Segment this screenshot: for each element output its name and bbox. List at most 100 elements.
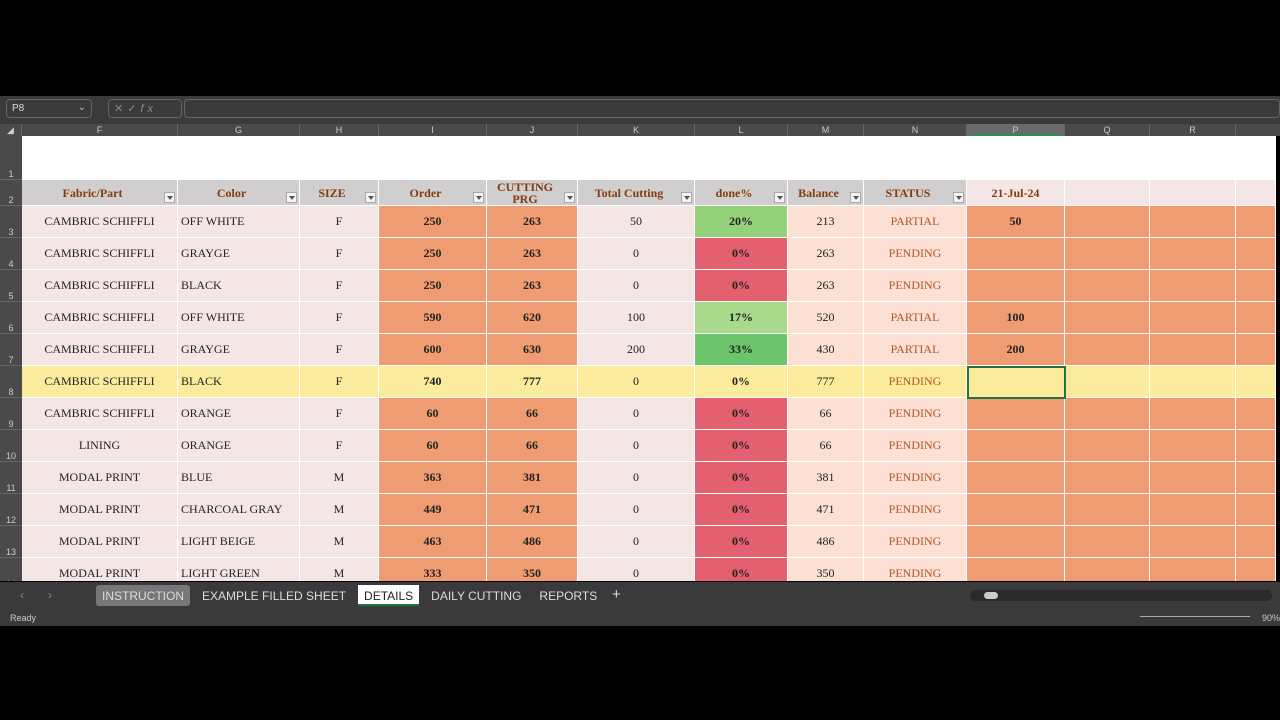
cell-d1[interactable]: [967, 430, 1065, 462]
cell-prg[interactable]: 630: [487, 334, 578, 366]
zoom-slider[interactable]: [1140, 616, 1250, 617]
column-header-L[interactable]: L: [695, 124, 788, 136]
empty-cell[interactable]: [1065, 302, 1150, 334]
column-header-K[interactable]: K: [578, 124, 695, 136]
empty-cell[interactable]: [1236, 366, 1276, 398]
cell-status[interactable]: PARTIAL: [864, 334, 967, 366]
cell-color[interactable]: ORANGE: [178, 430, 300, 462]
empty-cell[interactable]: [1150, 366, 1236, 398]
cell-prg[interactable]: 263: [487, 206, 578, 238]
cell-done[interactable]: 0%: [695, 366, 788, 398]
cell-total[interactable]: 0: [578, 238, 695, 270]
cell-done[interactable]: 0%: [695, 462, 788, 494]
cell-color[interactable]: BLACK: [178, 270, 300, 302]
column-header-cell[interactable]: Total Cutting: [578, 180, 695, 206]
cell-total[interactable]: 0: [578, 558, 695, 581]
cell-balance[interactable]: 381: [788, 462, 864, 494]
cell-d1[interactable]: 50: [967, 206, 1065, 238]
empty-cell[interactable]: [1065, 238, 1150, 270]
filter-dropdown-icon[interactable]: [774, 192, 785, 203]
row-header[interactable]: 3: [0, 206, 22, 238]
column-header-cell[interactable]: CUTTING PRG: [487, 180, 578, 206]
cell-order[interactable]: 740: [379, 366, 487, 398]
cell-total[interactable]: 0: [578, 270, 695, 302]
cell-prg[interactable]: 381: [487, 462, 578, 494]
row-header[interactable]: 9: [0, 398, 22, 430]
prev-sheet-icon[interactable]: ‹: [20, 588, 24, 602]
cell-color[interactable]: BLUE: [178, 462, 300, 494]
cell-d1[interactable]: [967, 238, 1065, 270]
empty-cell[interactable]: [1150, 558, 1236, 581]
empty-cell[interactable]: [1150, 180, 1236, 206]
cell-done[interactable]: 17%: [695, 302, 788, 334]
cell-d1[interactable]: [967, 366, 1065, 398]
row-header[interactable]: 13: [0, 526, 22, 558]
filter-dropdown-icon[interactable]: [365, 192, 376, 203]
row-header[interactable]: 5: [0, 270, 22, 302]
empty-cell[interactable]: [1150, 398, 1236, 430]
column-header-cell[interactable]: Balance: [788, 180, 864, 206]
row-header[interactable]: 6: [0, 302, 22, 334]
cell-done[interactable]: 20%: [695, 206, 788, 238]
column-header-cell[interactable]: Order: [379, 180, 487, 206]
empty-cell[interactable]: [1236, 462, 1276, 494]
cell-status[interactable]: PARTIAL: [864, 206, 967, 238]
cell-done[interactable]: 0%: [695, 526, 788, 558]
column-header-I[interactable]: I: [379, 124, 487, 136]
cell-size[interactable]: M: [300, 494, 379, 526]
empty-cell[interactable]: [1236, 526, 1276, 558]
cell-status[interactable]: PENDING: [864, 494, 967, 526]
empty-cell[interactable]: [1065, 430, 1150, 462]
cell-total[interactable]: 0: [578, 526, 695, 558]
sheet-grid[interactable]: 1 2 Fabric/Part Color SIZE Order CUTTING PRG To…: [0, 136, 1276, 581]
cell-order[interactable]: 463: [379, 526, 487, 558]
cell-balance[interactable]: 213: [788, 206, 864, 238]
cell-fabric[interactable]: MODAL PRINT: [22, 558, 178, 581]
cell-order[interactable]: 250: [379, 206, 487, 238]
sheet-tab-daily-cutting[interactable]: DAILY CUTTING: [431, 589, 522, 603]
cell-balance[interactable]: 66: [788, 398, 864, 430]
cell-size[interactable]: F: [300, 430, 379, 462]
cell-status[interactable]: PENDING: [864, 526, 967, 558]
cell-d1[interactable]: [967, 494, 1065, 526]
cell-size[interactable]: F: [300, 366, 379, 398]
cell-size[interactable]: M: [300, 526, 379, 558]
cell-order[interactable]: 250: [379, 270, 487, 302]
cell-prg[interactable]: 350: [487, 558, 578, 581]
empty-cell[interactable]: [1236, 206, 1276, 238]
cell-fabric[interactable]: CAMBRIC SCHIFFLI: [22, 238, 178, 270]
empty-cell[interactable]: [1065, 180, 1150, 206]
cell-order[interactable]: 600: [379, 334, 487, 366]
row-header[interactable]: 8: [0, 366, 22, 398]
cell-total[interactable]: 0: [578, 494, 695, 526]
column-header-P[interactable]: P: [967, 124, 1065, 136]
empty-cell[interactable]: [1236, 398, 1276, 430]
row-header[interactable]: 11: [0, 462, 22, 494]
cell-d1[interactable]: [967, 270, 1065, 302]
name-box[interactable]: P8 ⌄: [6, 99, 92, 118]
next-sheet-icon[interactable]: ›: [48, 588, 52, 602]
cell-status[interactable]: PENDING: [864, 270, 967, 302]
row-header[interactable]: 1: [0, 136, 22, 180]
empty-cell[interactable]: [1065, 558, 1150, 581]
column-header-N[interactable]: N: [864, 124, 967, 136]
cell-size[interactable]: F: [300, 206, 379, 238]
cell-total[interactable]: 0: [578, 398, 695, 430]
empty-cell[interactable]: [1150, 238, 1236, 270]
cell-fabric[interactable]: CAMBRIC SCHIFFLI: [22, 398, 178, 430]
empty-cell[interactable]: [1236, 430, 1276, 462]
empty-cell[interactable]: [1236, 238, 1276, 270]
cell-done[interactable]: 0%: [695, 238, 788, 270]
cell-status[interactable]: PARTIAL: [864, 302, 967, 334]
cell-prg[interactable]: 263: [487, 238, 578, 270]
cell-done[interactable]: 0%: [695, 494, 788, 526]
cell-color[interactable]: OFF WHITE: [178, 302, 300, 334]
cell-total[interactable]: 50: [578, 206, 695, 238]
cell-done[interactable]: 0%: [695, 430, 788, 462]
cell-prg[interactable]: 66: [487, 398, 578, 430]
row-header[interactable]: 12: [0, 494, 22, 526]
empty-cell[interactable]: [1150, 334, 1236, 366]
empty-cell[interactable]: [1150, 206, 1236, 238]
column-header-cell[interactable]: done%: [695, 180, 788, 206]
column-header-cell[interactable]: SIZE: [300, 180, 379, 206]
